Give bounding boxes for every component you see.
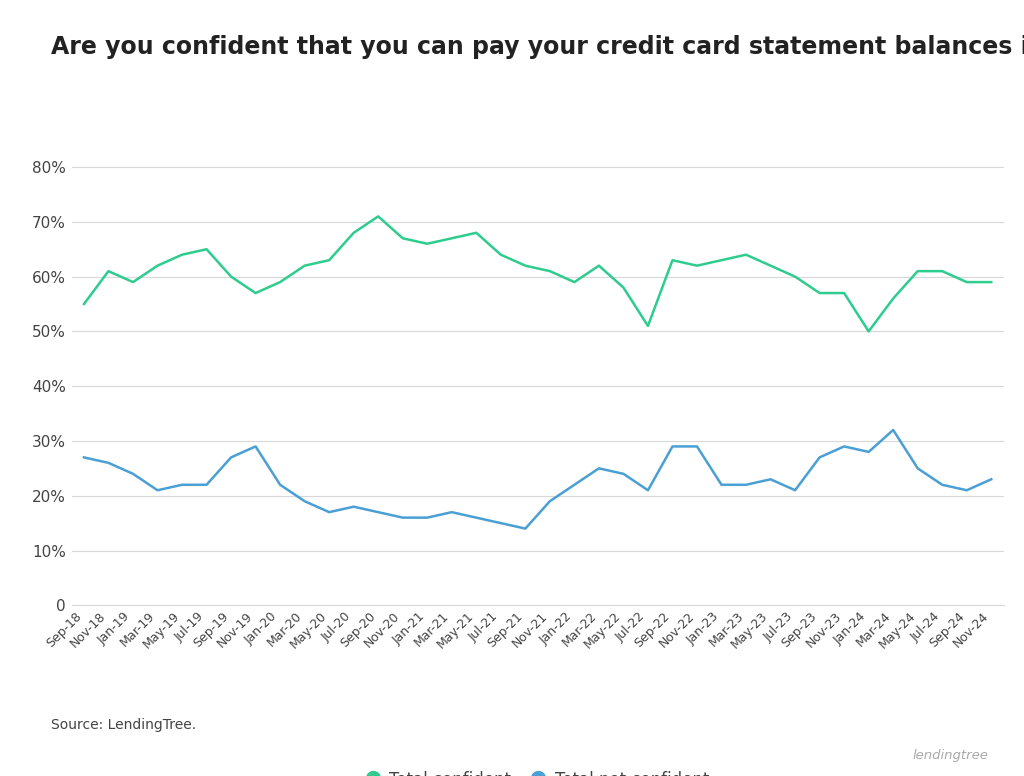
Legend: Total confident, Total not confident: Total confident, Total not confident <box>357 763 718 776</box>
Text: Are you confident that you can pay your credit card statement balances in full t: Are you confident that you can pay your … <box>51 35 1024 59</box>
Text: lendingtree: lendingtree <box>912 749 988 762</box>
Text: Source: LendingTree.: Source: LendingTree. <box>51 718 197 732</box>
